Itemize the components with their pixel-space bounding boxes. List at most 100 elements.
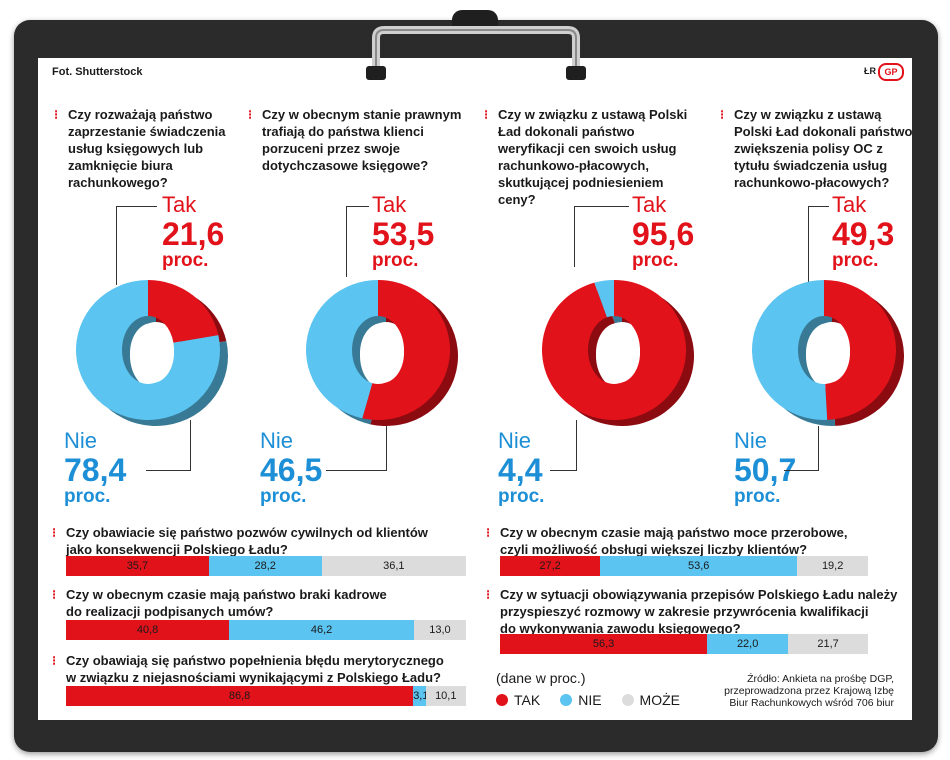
donut-nie-block-2: Nie 46,5 proc. — [260, 428, 322, 508]
author-initials: ŁR — [864, 66, 876, 76]
donut-chart-4 — [752, 280, 904, 426]
donut-1-slice-nie — [76, 280, 221, 420]
bar-1-segment-nie: 28,2 — [208, 556, 322, 576]
publisher-logo: GP — [878, 63, 904, 81]
bar-4-segment-tak: 27,2 — [500, 556, 601, 576]
legend-nie-label: NIE — [578, 692, 602, 708]
leader-line-tak-2 — [346, 206, 369, 277]
bar-question-5: ⁝ Czy w sytuacji obowiązywania przepisów … — [486, 587, 898, 636]
tak-value-4: 49,3 — [832, 216, 895, 252]
donut-4-slice-nie — [752, 280, 828, 420]
donut-question-text-1: Czy rozważają państwo zaprzestanie świad… — [68, 107, 226, 190]
donut-chart-1 — [76, 280, 228, 426]
source-note: Źródło: Ankieta na prośbę DGP, przeprowa… — [700, 673, 894, 709]
bar-3-segment-nie: 3,1 — [413, 686, 426, 706]
bar-2-segment-tak: 40,8 — [66, 620, 230, 640]
donut-2-slice-tak — [362, 280, 450, 420]
tak-value-1: 21,6 — [162, 216, 225, 252]
bar-question-4-line-2: czyli możliwość obsługi większej liczby … — [500, 542, 808, 557]
donut-tak-block-2: Tak 53,5 proc. — [372, 192, 434, 272]
bar-1-segment-moze: 36,1 — [321, 556, 466, 576]
tak-unit-1: proc. — [162, 250, 209, 271]
donut-nie-block-3: Nie 4,4 proc. — [498, 428, 544, 508]
source-line-1: Źródło: Ankieta na prośbę DGP, — [747, 673, 894, 685]
donut-nie-block-1: Nie 78,4 proc. — [64, 428, 126, 508]
tak-label-4: Tak — [832, 192, 867, 217]
bar-2-segment-nie: 46,2 — [229, 620, 414, 640]
donut-1-hole — [130, 323, 174, 383]
bar-3-segment-tak: 86,8 — [66, 686, 414, 706]
legend-tak-swatch — [496, 694, 508, 706]
donut-3-slice-tak — [542, 280, 686, 420]
donut-2-hole — [360, 323, 404, 383]
donut-4-hole — [806, 323, 850, 383]
donut-tak-block-1: Tak 21,6 proc. — [162, 192, 224, 272]
legend-nie-swatch — [560, 694, 573, 706]
donut-tak-block-4: Tak 49,3 proc. — [832, 192, 894, 272]
tak-unit-3: proc. — [632, 250, 679, 271]
nie-label-1: Nie — [64, 428, 98, 453]
stacked-bar-4: 27,2 53,6 19,2 — [500, 556, 868, 576]
donut-question-text-4: Czy w związku z ustawą Polski Ład dokona… — [734, 107, 913, 190]
leader-line-tak-1 — [116, 206, 157, 285]
donut-question-text-2: Czy w obecnym stanie prawnym trafiają do… — [262, 107, 462, 173]
donut-tak-block-3: Tak 95,6 proc. — [632, 192, 694, 272]
tak-value-3: 95,6 — [632, 216, 695, 252]
bar-2-segment-moze: 13,0 — [413, 620, 466, 640]
bar-5-segment-moze: 21,7 — [788, 634, 868, 654]
bar-question-3-line-1: Czy obawiają się państwo popełnienia błę… — [66, 653, 444, 668]
legend: TAK NIE MOŻE — [496, 692, 680, 708]
bar-4-segment-nie: 53,6 — [600, 556, 798, 576]
donut-question-text-3: Czy w związku z ustawą Polski Ład dokona… — [498, 107, 688, 207]
legend-moze-swatch — [621, 694, 634, 706]
legend-unit-note: (dane w proc.) — [496, 670, 586, 686]
nie-unit-1: proc. — [64, 486, 111, 507]
nie-value-3: 4,4 — [498, 452, 543, 488]
legend-moze-label: MOŻE — [639, 692, 680, 708]
bar-question-1-line-1: Czy obawiacie się państwo pozwów cywilny… — [66, 525, 428, 540]
bar-question-4: ⁝ Czy w obecnym czasie mają państwo moce … — [486, 525, 848, 557]
legend-tak-label: TAK — [514, 692, 541, 708]
leader-line-nie-1 — [146, 420, 191, 471]
bar-question-2-line-2: do realizacji podpisanych umów? — [66, 604, 274, 619]
bar-question-5-line-3: do wykonywania zawodu księgowego? — [500, 621, 741, 636]
nie-label-4: Nie — [734, 428, 768, 453]
bar-5-segment-nie: 22,0 — [707, 634, 789, 654]
leader-line-nie-3 — [550, 420, 577, 471]
donut-question-2: ⁝ Czy w obecnym stanie prawnym trafiają d… — [248, 107, 462, 173]
tak-unit-2: proc. — [372, 250, 419, 271]
tak-label-3: Tak — [632, 192, 667, 217]
bar-question-1-line-2: jako konsekwencji Polskiego Ładu? — [66, 542, 288, 557]
donut-question-3: ⁝ Czy w związku z ustawą Polski Ład dokon… — [484, 107, 688, 207]
nie-value-2: 46,5 — [260, 452, 323, 488]
donut-1-slice-tak — [148, 280, 219, 343]
source-line-3: Biur Rachunkowych wśród 706 biur — [729, 697, 894, 709]
leader-line-tak-4 — [808, 206, 829, 297]
donut-3-hole — [596, 323, 640, 383]
tak-unit-4: proc. — [832, 250, 879, 271]
leader-line-nie-2 — [326, 426, 387, 471]
nie-value-1: 78,4 — [64, 452, 127, 488]
donut-4-slice-tak — [824, 280, 897, 420]
bar-4-segment-moze: 19,2 — [797, 556, 868, 576]
leader-line-tak-3 — [574, 206, 629, 267]
nie-label-3: Nie — [498, 428, 532, 453]
bar-3-segment-moze: 10,1 — [425, 686, 466, 706]
bar-question-3: ⁝ Czy obawiają się państwo popełnienia bł… — [52, 653, 444, 685]
tak-value-2: 53,5 — [372, 216, 435, 252]
nie-unit-2: proc. — [260, 486, 307, 507]
bar-question-4-line-1: Czy w obecnym czasie mają państwo moce p… — [500, 525, 848, 540]
nie-unit-4: proc. — [734, 486, 781, 507]
donut-question-4: ⁝ Czy w związku z ustawą Polski Ład dokon… — [720, 107, 913, 190]
bar-question-1: ⁝ Czy obawiacie się państwo pozwów cywiln… — [52, 525, 428, 557]
nie-unit-3: proc. — [498, 486, 545, 507]
bar-question-2-line-1: Czy w obecnym czasie mają państwo braki … — [66, 587, 387, 602]
bar-question-2: ⁝ Czy w obecnym czasie mają państwo braki… — [52, 587, 387, 619]
donut-2-slice-nie — [306, 280, 378, 419]
bar-5-segment-tak: 56,3 — [500, 634, 708, 654]
donut-chart-3 — [542, 280, 694, 426]
donut-question-1: ⁝ Czy rozważają państwo zaprzestanie świa… — [54, 107, 226, 190]
source-line-2: przeprowadzona przez Krajową Izbę — [724, 685, 894, 697]
nie-label-2: Nie — [260, 428, 294, 453]
bar-question-3-line-2: w związku z niejasnościami wynikającymi … — [66, 670, 441, 685]
